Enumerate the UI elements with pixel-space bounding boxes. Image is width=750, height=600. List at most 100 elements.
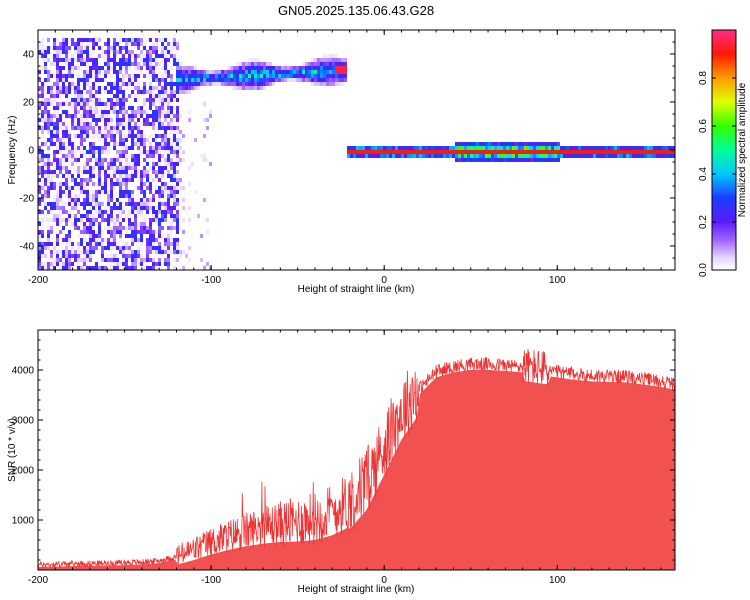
heatmap-cell [110,262,113,266]
heatmap-cell [485,158,488,162]
heatmap-cell [74,186,77,190]
heatmap-cell [65,246,68,250]
heatmap-cell [281,74,284,78]
heatmap-cell [254,62,257,66]
heatmap-cell [485,146,488,150]
heatmap-cell [56,134,59,138]
heatmap-cell [50,74,53,78]
heatmap-cell [176,130,179,134]
heatmap-cell [101,86,104,90]
heatmap-cell [110,174,113,178]
heatmap-cell [53,82,56,86]
heatmap-cell [605,154,608,158]
heatmap-cell [170,82,173,86]
heatmap-cell [557,142,560,146]
heatmap-cell [116,226,119,230]
heatmap-cell [362,146,365,150]
heatmap-cell [80,46,83,50]
heatmap-cell [143,198,146,202]
heatmap-cell [332,54,335,58]
heatmap-cell [326,66,329,70]
heatmap-cell [38,70,41,74]
heatmap-cell [38,118,41,122]
heatmap-cell [596,150,599,154]
heatmap-cell [77,58,80,62]
heatmap-cell [335,58,338,62]
heatmap-cell [107,114,110,118]
heatmap-cell [281,70,284,74]
heatmap-cell [140,238,143,242]
heatmap-cell [443,154,446,158]
heatmap-cell [86,66,89,70]
heatmap-cell [83,222,86,226]
heatmap-cell [437,150,440,154]
heatmap-cell [164,130,167,134]
heatmap-cell [38,54,41,58]
heatmap-cell [74,126,77,130]
heatmap-cell [170,90,173,94]
heatmap-cell [83,82,86,86]
heatmap-cell [302,62,305,66]
heatmap-cell [173,266,176,270]
heatmap-cell [65,126,68,130]
heatmap-cell [53,262,56,266]
heatmap-cell [47,226,50,230]
heatmap-cell [263,86,266,90]
heatmap-cell [47,186,50,190]
heatmap-cell [233,86,236,90]
heatmap-cell [98,114,101,118]
heatmap-cell [173,170,176,174]
heatmap-cell [452,146,455,150]
heatmap-cell [119,222,122,226]
heatmap-cell [131,38,134,42]
heatmap-cell [104,146,107,150]
heatmap-cell [101,230,104,234]
heatmap-cell [59,54,62,58]
heatmap-cell [242,74,245,78]
heatmap-cell [155,42,158,46]
heatmap-cell [38,222,41,226]
heatmap-cell [164,86,167,90]
heatmap-cell [50,230,53,234]
heatmap-cell [647,154,650,158]
heatmap-cell [128,78,131,82]
heatmap-cell [59,94,62,98]
heatmap-cell [416,146,419,150]
heatmap-cell [89,242,92,246]
heatmap-cell [65,254,68,258]
heatmap-cell [149,58,152,62]
heatmap-cell [71,174,74,178]
heatmap-cell [356,146,359,150]
heatmap-cell [80,214,83,218]
heatmap-cell [554,154,557,158]
heatmap-cell [80,38,83,42]
heatmap-cell [131,234,134,238]
heatmap-cell [155,250,158,254]
heatmap-cell [125,186,128,190]
heatmap-cell [155,86,158,90]
heatmap-cell [158,194,161,198]
heatmap-cell [227,66,230,70]
heatmap-cell [230,78,233,82]
heatmap-cell [173,166,176,170]
heatmap-cell [116,42,119,46]
heatmap-cell [164,242,167,246]
heatmap-cell [44,142,47,146]
heatmap-cell [68,102,71,106]
heatmap-cell [65,218,68,222]
heatmap-cell [344,74,347,78]
heatmap-cell [170,190,173,194]
heatmap-cell [149,222,152,226]
heatmap-cell [38,254,41,258]
heatmap-cell [53,90,56,94]
heatmap-cell [47,126,50,130]
heatmap-cell [620,154,623,158]
heatmap-cell [56,90,59,94]
heatmap-cell [257,66,260,70]
heatmap-cell [59,126,62,130]
heatmap-cell [422,146,425,150]
heatmap-cell [155,178,158,182]
heatmap-cell [128,266,131,270]
heatmap-cell [434,146,437,150]
